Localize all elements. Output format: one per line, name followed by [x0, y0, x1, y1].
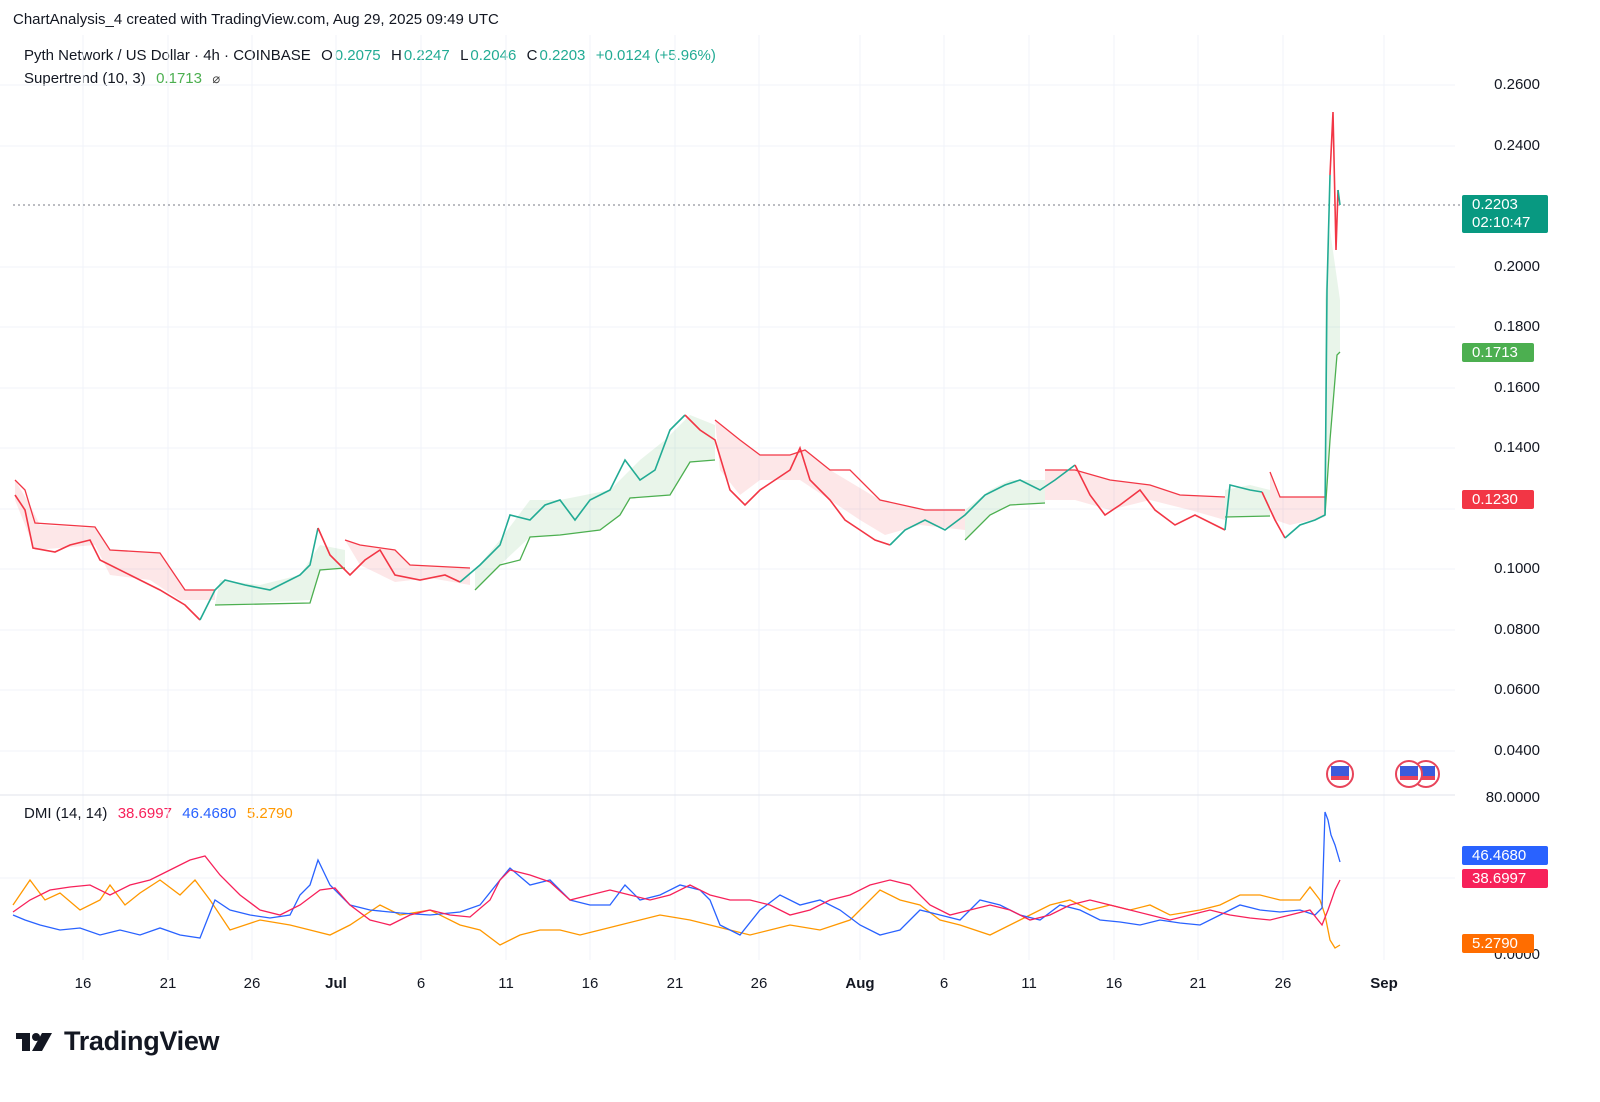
open-value: 0.2075 [334, 47, 381, 64]
supertrend-lines [14, 351, 1341, 606]
price-tick: 0.1400 [1494, 439, 1540, 456]
close-value: 0.2203 [539, 47, 586, 64]
price-tick: 0.0800 [1494, 621, 1540, 638]
tradingview-logo[interactable]: TradingView [16, 1026, 220, 1057]
time-tick: 16 [581, 975, 599, 992]
dmi-legend[interactable]: DMI (14, 14) 38.6997 46.4680 5.2790 [24, 805, 295, 822]
adx-badge: 5.2790 [1462, 934, 1534, 953]
supertrend-name[interactable]: Supertrend (10, 3) [24, 70, 146, 87]
dmi-tick-top: 80.0000 [1485, 789, 1540, 806]
us-flag-event-icon[interactable] [1326, 760, 1354, 788]
change-value: +0.0124 (+5.96%) [595, 47, 716, 64]
supertrend-down-badge: 0.1230 [1462, 490, 1534, 509]
supertrend-price-badge: 0.1713 [1462, 343, 1534, 362]
chart-caption: ChartAnalysis_4 created with TradingView… [13, 11, 499, 28]
dmi-minus-badge: 46.4680 [1462, 846, 1548, 865]
price-tick: 0.1800 [1494, 318, 1540, 335]
bar-countdown: 02:10:47 [1472, 214, 1531, 231]
tradingview-logo-icon [16, 1032, 52, 1051]
price-candles [14, 111, 1341, 621]
time-tick: Sep [1370, 975, 1398, 992]
price-tick: 0.1000 [1494, 560, 1540, 577]
low-label: L [460, 47, 469, 64]
dmi-plus-badge: 38.6997 [1462, 869, 1548, 888]
supertrend-up-fill [215, 230, 1340, 605]
time-tick: 21 [1189, 975, 1207, 992]
price-tick: 0.1600 [1494, 379, 1540, 396]
time-tick: 6 [416, 975, 426, 992]
high-value: 0.2247 [403, 47, 450, 64]
time-tick: 11 [498, 975, 514, 992]
low-value: 0.2046 [470, 47, 517, 64]
dmi-plus-value: 38.6997 [117, 805, 172, 822]
price-tick: 0.0400 [1494, 742, 1540, 759]
time-tick: Aug [845, 975, 875, 992]
current-price-value: 0.2203 [1472, 196, 1518, 213]
eye-slash-icon[interactable]: ⌀ [212, 71, 221, 86]
price-tick: 0.2000 [1494, 258, 1540, 275]
dmi-lines [12, 811, 1341, 949]
dmi-minus-value: 46.4680 [182, 805, 237, 822]
time-tick: 16 [1105, 975, 1123, 992]
time-tick: 6 [939, 975, 949, 992]
price-tick: 0.2400 [1494, 137, 1540, 154]
grid-lines [0, 35, 1455, 960]
current-price-badge: 0.2203 02:10:47 [1462, 195, 1548, 233]
price-tick: 0.0600 [1494, 681, 1540, 698]
close-label: C [526, 47, 538, 64]
symbol-name[interactable]: Pyth Network / US Dollar · 4h · COINBASE [24, 47, 311, 64]
time-tick: 26 [750, 975, 768, 992]
time-tick: 26 [1274, 975, 1292, 992]
us-flag-event-icon[interactable] [1395, 760, 1440, 788]
logo-text: TradingView [64, 1026, 220, 1056]
time-tick: 16 [74, 975, 92, 992]
supertrend-legend[interactable]: Supertrend (10, 3) 0.1713 ⌀ [24, 70, 222, 87]
symbol-legend: Pyth Network / US Dollar · 4h · COINBASE… [24, 47, 718, 64]
dmi-name[interactable]: DMI (14, 14) [24, 805, 108, 822]
adx-value: 5.2790 [246, 805, 293, 822]
time-tick: 21 [666, 975, 684, 992]
time-tick: 26 [243, 975, 261, 992]
price-tick: 0.2600 [1494, 76, 1540, 93]
high-label: H [391, 47, 402, 64]
open-label: O [321, 47, 333, 64]
time-tick: Jul [325, 975, 347, 992]
time-tick: 11 [1021, 975, 1037, 992]
time-tick: 21 [159, 975, 177, 992]
